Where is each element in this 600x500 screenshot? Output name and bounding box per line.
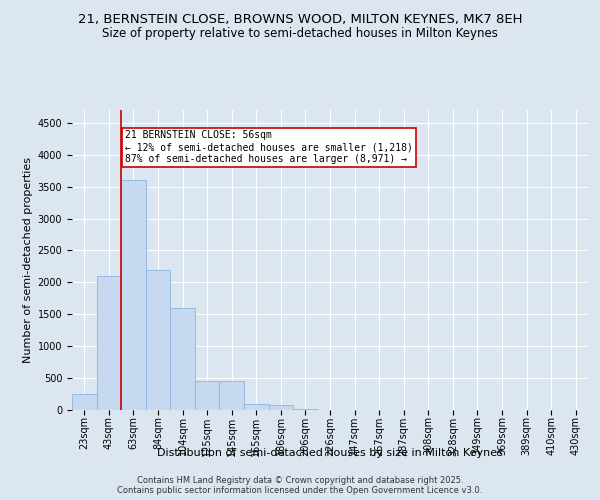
Bar bbox=[269, 405, 293, 410]
Text: Contains HM Land Registry data © Crown copyright and database right 2025.
Contai: Contains HM Land Registry data © Crown c… bbox=[118, 476, 482, 495]
Bar bbox=[220, 382, 244, 410]
Bar bbox=[170, 308, 195, 410]
Bar bbox=[146, 270, 170, 410]
Text: Distribution of semi-detached houses by size in Milton Keynes: Distribution of semi-detached houses by … bbox=[157, 448, 503, 458]
Text: Size of property relative to semi-detached houses in Milton Keynes: Size of property relative to semi-detach… bbox=[102, 28, 498, 40]
Text: 21, BERNSTEIN CLOSE, BROWNS WOOD, MILTON KEYNES, MK7 8EH: 21, BERNSTEIN CLOSE, BROWNS WOOD, MILTON… bbox=[78, 12, 522, 26]
Bar bbox=[195, 382, 220, 410]
Bar bbox=[97, 276, 121, 410]
Bar bbox=[244, 404, 269, 410]
Y-axis label: Number of semi-detached properties: Number of semi-detached properties bbox=[23, 157, 34, 363]
Bar bbox=[121, 180, 146, 410]
Bar bbox=[293, 409, 318, 410]
Text: 21 BERNSTEIN CLOSE: 56sqm
← 12% of semi-detached houses are smaller (1,218)
87% : 21 BERNSTEIN CLOSE: 56sqm ← 12% of semi-… bbox=[125, 130, 413, 164]
Bar bbox=[72, 394, 97, 410]
